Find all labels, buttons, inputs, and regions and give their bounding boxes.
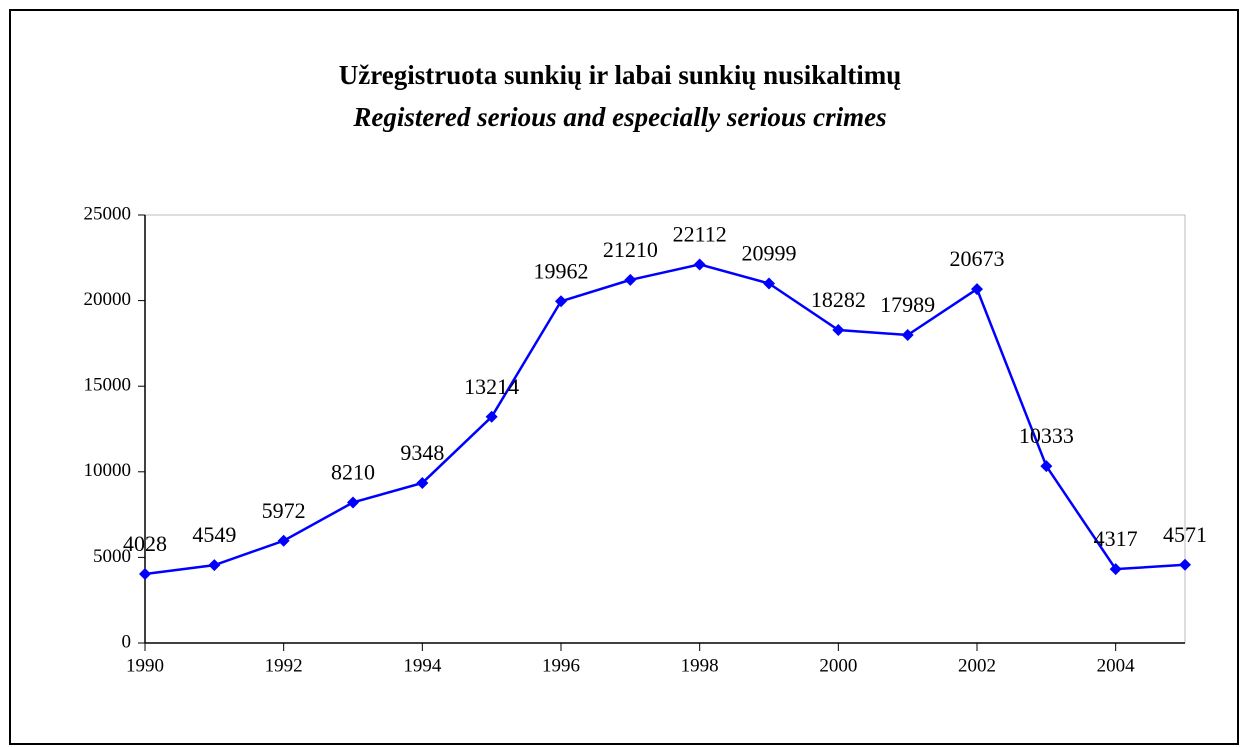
y-tick-label: 5000 [93, 546, 131, 567]
chart-title: Užregistruota sunkių ir labai sunkių nus… [339, 60, 901, 90]
data-label: 22112 [673, 221, 727, 246]
marker [555, 295, 567, 308]
data-label: 13214 [464, 374, 519, 399]
y-tick-label: 25000 [84, 203, 132, 224]
marker [1109, 563, 1122, 576]
data-label: 4571 [1163, 522, 1207, 547]
data-label: 9348 [400, 440, 444, 465]
x-tick-label: 1992 [265, 655, 303, 676]
marker [901, 329, 914, 342]
marker [277, 534, 290, 547]
marker [624, 273, 637, 286]
marker [693, 258, 706, 271]
data-label: 20673 [950, 246, 1005, 271]
x-tick-label: 2002 [958, 655, 996, 676]
marker [416, 476, 429, 489]
frame [9, 9, 1239, 745]
data-label: 10333 [1019, 423, 1074, 448]
data-label: 5972 [262, 498, 306, 523]
chart-subtitle: Registered serious and especially seriou… [352, 102, 886, 132]
marker [1179, 558, 1191, 571]
data-label: 4028 [123, 531, 167, 556]
data-label: 21210 [603, 237, 658, 262]
data-label: 17989 [880, 292, 935, 317]
marker [347, 496, 359, 509]
data-label: 20999 [742, 241, 797, 266]
x-tick-label: 1990 [126, 655, 164, 676]
data-label: 4317 [1094, 526, 1138, 551]
marker [763, 277, 775, 290]
marker [1040, 460, 1053, 473]
y-tick-label: 15000 [84, 375, 132, 396]
data-label: 8210 [331, 459, 375, 484]
y-tick-label: 20000 [84, 289, 132, 310]
y-tick-label: 10000 [84, 460, 132, 481]
data-label: 18282 [811, 287, 866, 312]
marker [139, 568, 151, 581]
x-tick-label: 1994 [403, 655, 442, 676]
marker [971, 283, 983, 296]
data-label: 19962 [534, 258, 589, 283]
x-tick-label: 1996 [542, 655, 580, 676]
marker [208, 559, 221, 572]
x-tick-label: 1998 [681, 655, 719, 676]
marker [832, 324, 845, 337]
series-line [144, 263, 1186, 576]
marker [485, 410, 498, 423]
x-tick-label: 2000 [819, 655, 857, 676]
y-tick-label: 0 [122, 631, 132, 652]
data-label: 4549 [192, 522, 236, 547]
x-tick-label: 2004 [1097, 655, 1136, 676]
